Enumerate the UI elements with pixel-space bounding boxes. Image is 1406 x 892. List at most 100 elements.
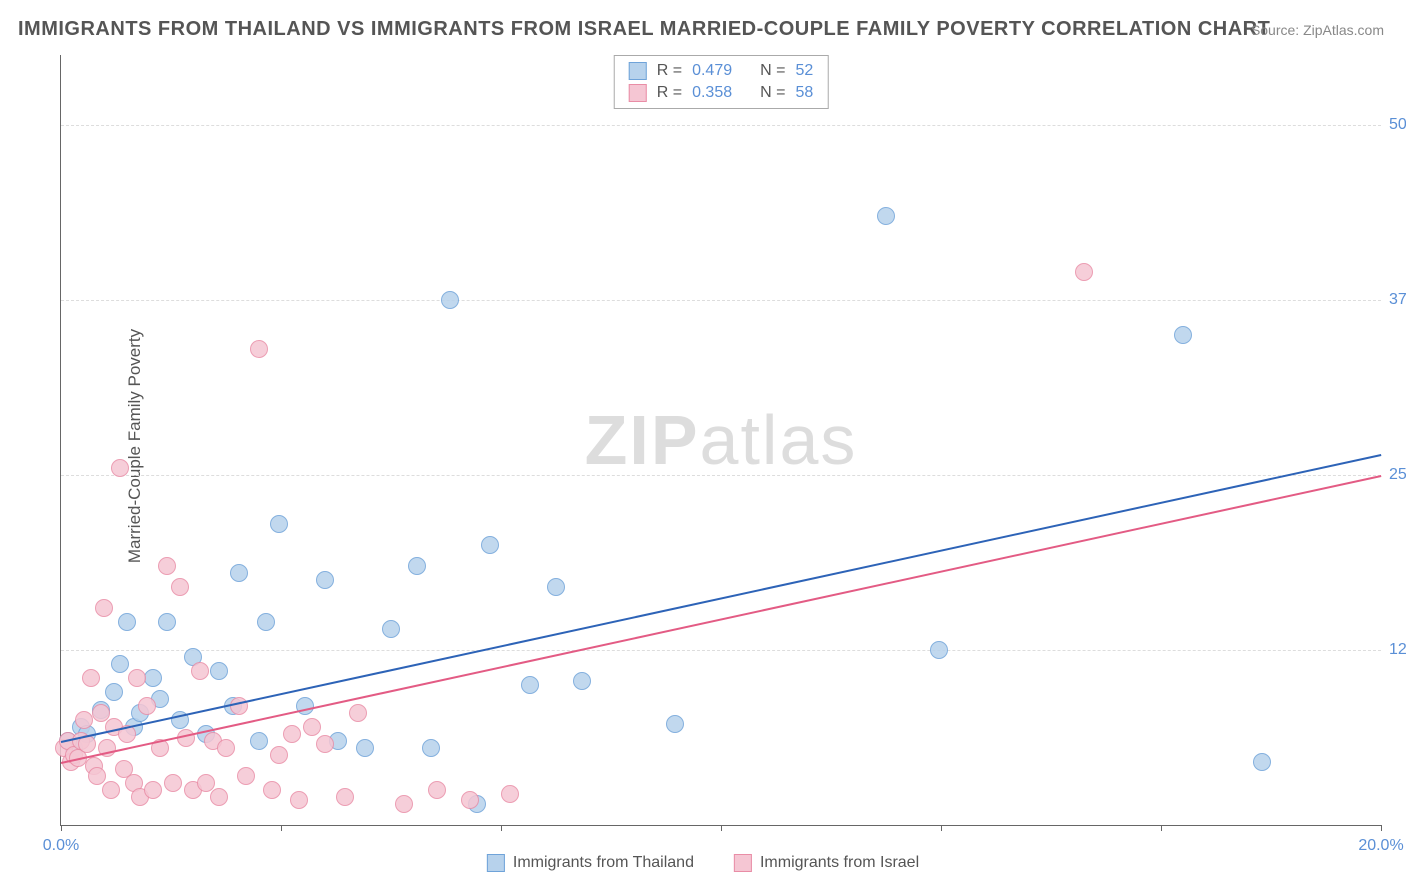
point-thailand: [144, 669, 162, 687]
gridline-h: [61, 475, 1381, 476]
legend-label-israel: Immigrants from Israel: [760, 854, 919, 872]
point-israel: [428, 781, 446, 799]
swatch-israel: [629, 84, 647, 102]
point-thailand: [230, 564, 248, 582]
point-israel: [138, 697, 156, 715]
point-thailand: [422, 739, 440, 757]
point-israel: [336, 788, 354, 806]
n-label: N =: [760, 84, 785, 102]
point-thailand: [356, 739, 374, 757]
point-thailand: [481, 536, 499, 554]
x-tick-mark: [941, 825, 942, 831]
point-israel: [1075, 263, 1093, 281]
point-israel: [95, 599, 113, 617]
point-thailand: [573, 672, 591, 690]
point-israel: [290, 791, 308, 809]
x-tick-mark: [61, 825, 62, 831]
r-label: R =: [657, 84, 682, 102]
y-tick-label: 25.0%: [1389, 466, 1406, 484]
point-thailand: [930, 641, 948, 659]
gridline-h: [61, 300, 1381, 301]
point-thailand: [666, 715, 684, 733]
watermark-light: atlas: [700, 401, 858, 479]
point-thailand: [1174, 326, 1192, 344]
point-israel: [158, 557, 176, 575]
point-israel: [82, 669, 100, 687]
series-legend: Immigrants from Thailand Immigrants from…: [487, 854, 919, 872]
x-tick-mark: [1381, 825, 1382, 831]
y-tick-label: 37.5%: [1389, 291, 1406, 309]
source-attribution: Source: ZipAtlas.com: [1251, 22, 1384, 38]
point-thailand: [382, 620, 400, 638]
point-israel: [250, 340, 268, 358]
point-israel: [270, 746, 288, 764]
x-tick-mark: [1161, 825, 1162, 831]
point-thailand: [158, 613, 176, 631]
stats-legend: R = 0.479 N = 52 R = 0.358 N = 58: [614, 55, 829, 109]
swatch-thailand: [629, 62, 647, 80]
n-value-thailand: 52: [795, 62, 813, 80]
chart-container: IMMIGRANTS FROM THAILAND VS IMMIGRANTS F…: [0, 0, 1406, 892]
point-israel: [316, 735, 334, 753]
point-israel: [102, 781, 120, 799]
x-tick-label: 0.0%: [43, 837, 79, 855]
point-israel: [191, 662, 209, 680]
point-israel: [303, 718, 321, 736]
point-israel: [171, 578, 189, 596]
point-israel: [75, 711, 93, 729]
gridline-h: [61, 650, 1381, 651]
y-tick-label: 12.5%: [1389, 641, 1406, 659]
point-israel: [177, 729, 195, 747]
point-israel: [128, 669, 146, 687]
swatch-israel: [734, 854, 752, 872]
n-label: N =: [760, 62, 785, 80]
point-thailand: [877, 207, 895, 225]
plot-area: ZIPatlas R = 0.479 N = 52 R = 0.358 N = …: [60, 55, 1381, 826]
point-israel: [217, 739, 235, 757]
x-tick-mark: [281, 825, 282, 831]
point-israel: [395, 795, 413, 813]
point-israel: [461, 791, 479, 809]
r-value-israel: 0.358: [692, 84, 732, 102]
point-israel: [349, 704, 367, 722]
point-thailand: [250, 732, 268, 750]
point-thailand: [521, 676, 539, 694]
point-israel: [283, 725, 301, 743]
point-thailand: [105, 683, 123, 701]
legend-item-thailand: Immigrants from Thailand: [487, 854, 694, 872]
point-israel: [164, 774, 182, 792]
point-israel: [111, 459, 129, 477]
x-tick-label: 20.0%: [1358, 837, 1403, 855]
swatch-thailand: [487, 854, 505, 872]
point-thailand: [270, 515, 288, 533]
stats-row-thailand: R = 0.479 N = 52: [629, 60, 814, 82]
point-israel: [144, 781, 162, 799]
point-thailand: [408, 557, 426, 575]
point-thailand: [316, 571, 334, 589]
point-thailand: [118, 613, 136, 631]
x-tick-mark: [501, 825, 502, 831]
trendline-thailand: [61, 454, 1381, 743]
y-tick-label: 50.0%: [1389, 116, 1406, 134]
legend-label-thailand: Immigrants from Thailand: [513, 854, 694, 872]
point-thailand: [257, 613, 275, 631]
point-thailand: [210, 662, 228, 680]
watermark-bold: ZIP: [585, 401, 700, 479]
x-tick-mark: [721, 825, 722, 831]
point-thailand: [111, 655, 129, 673]
point-thailand: [547, 578, 565, 596]
point-israel: [210, 788, 228, 806]
n-value-israel: 58: [795, 84, 813, 102]
point-israel: [501, 785, 519, 803]
legend-item-israel: Immigrants from Israel: [734, 854, 919, 872]
watermark: ZIPatlas: [585, 400, 858, 480]
gridline-h: [61, 125, 1381, 126]
stats-row-israel: R = 0.358 N = 58: [629, 82, 814, 104]
point-israel: [237, 767, 255, 785]
r-value-thailand: 0.479: [692, 62, 732, 80]
chart-title: IMMIGRANTS FROM THAILAND VS IMMIGRANTS F…: [18, 18, 1270, 41]
point-israel: [263, 781, 281, 799]
r-label: R =: [657, 62, 682, 80]
point-thailand: [441, 291, 459, 309]
point-thailand: [1253, 753, 1271, 771]
